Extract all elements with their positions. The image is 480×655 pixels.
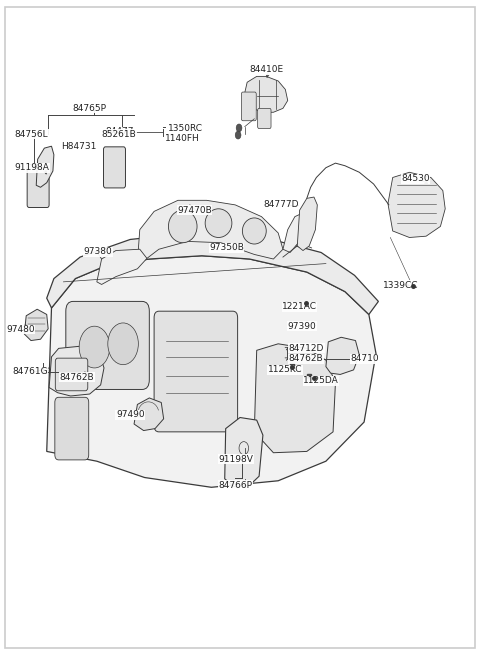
Polygon shape [134,398,164,430]
Text: H84731: H84731 [61,142,96,151]
FancyBboxPatch shape [55,358,88,391]
Ellipse shape [205,209,232,238]
Ellipse shape [242,218,266,244]
Text: 91198V: 91198V [218,455,253,464]
Text: 97490: 97490 [116,411,144,419]
Text: 97470B: 97470B [177,206,212,215]
Polygon shape [47,255,376,487]
Text: 1350RC: 1350RC [168,124,203,133]
FancyBboxPatch shape [154,311,238,432]
Text: 84712D: 84712D [288,344,324,353]
Text: 84762B: 84762B [288,354,324,364]
Text: 1140FH: 1140FH [165,134,199,143]
Ellipse shape [168,210,197,243]
Circle shape [79,326,110,368]
Polygon shape [24,309,48,341]
Circle shape [235,131,241,139]
Text: 84765P: 84765P [72,104,106,113]
Polygon shape [137,200,283,262]
Text: 84410E: 84410E [250,66,284,75]
Text: 97350B: 97350B [209,244,244,252]
Text: 97390: 97390 [288,322,316,331]
Text: 84766P: 84766P [218,481,252,490]
Polygon shape [36,146,54,187]
Polygon shape [49,346,104,396]
Text: 84530: 84530 [401,174,430,183]
Text: 1339CC: 1339CC [383,280,419,290]
FancyBboxPatch shape [241,92,256,121]
Polygon shape [388,172,445,238]
Polygon shape [326,337,360,375]
Text: 84477: 84477 [106,127,134,136]
Text: 97480: 97480 [6,325,35,334]
Polygon shape [254,344,336,453]
Text: 1221AC: 1221AC [282,302,317,311]
Text: 84710: 84710 [351,354,379,364]
Polygon shape [97,250,147,284]
Text: 84762B: 84762B [60,373,94,382]
Text: 84756L: 84756L [15,130,48,139]
FancyBboxPatch shape [66,301,149,390]
Polygon shape [297,197,317,251]
Polygon shape [283,214,307,252]
Text: 91198A: 91198A [15,163,49,172]
Text: 1125DA: 1125DA [303,377,339,386]
Circle shape [236,124,242,132]
Text: 97380: 97380 [84,248,112,256]
Circle shape [108,323,138,365]
Polygon shape [225,417,263,487]
FancyBboxPatch shape [55,398,89,460]
Polygon shape [47,233,378,314]
Text: 1125KC: 1125KC [268,365,302,375]
Polygon shape [245,77,288,112]
FancyBboxPatch shape [27,164,49,208]
Text: 84761G: 84761G [12,367,48,377]
FancyBboxPatch shape [258,108,271,128]
Text: 85261B: 85261B [102,130,136,139]
Text: 84777D: 84777D [263,200,299,210]
FancyBboxPatch shape [104,147,125,188]
